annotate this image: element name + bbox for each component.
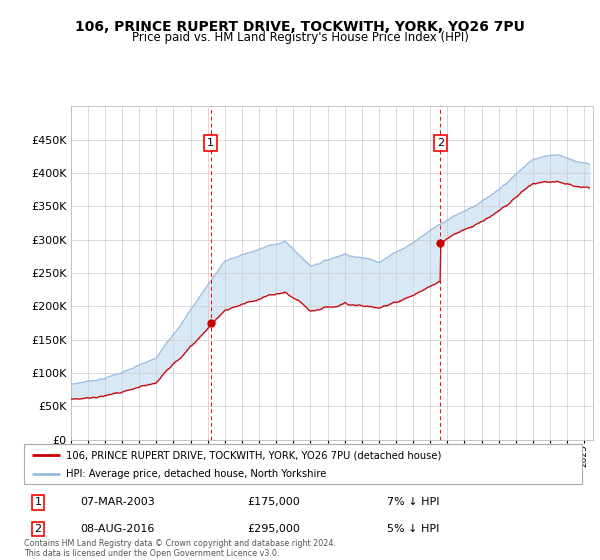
Text: 106, PRINCE RUPERT DRIVE, TOCKWITH, YORK, YO26 7PU (detached house): 106, PRINCE RUPERT DRIVE, TOCKWITH, YORK… bbox=[66, 450, 441, 460]
Text: 07-MAR-2003: 07-MAR-2003 bbox=[80, 497, 155, 507]
FancyBboxPatch shape bbox=[24, 444, 582, 484]
Text: Contains HM Land Registry data © Crown copyright and database right 2024.
This d: Contains HM Land Registry data © Crown c… bbox=[24, 539, 336, 558]
Text: 2: 2 bbox=[34, 524, 41, 534]
Text: Price paid vs. HM Land Registry's House Price Index (HPI): Price paid vs. HM Land Registry's House … bbox=[131, 31, 469, 44]
Text: 5% ↓ HPI: 5% ↓ HPI bbox=[387, 524, 439, 534]
Text: 1: 1 bbox=[34, 497, 41, 507]
Text: 7% ↓ HPI: 7% ↓ HPI bbox=[387, 497, 439, 507]
Text: 1: 1 bbox=[207, 138, 214, 148]
Text: 08-AUG-2016: 08-AUG-2016 bbox=[80, 524, 154, 534]
Text: 2: 2 bbox=[437, 138, 444, 148]
Text: £175,000: £175,000 bbox=[247, 497, 300, 507]
Text: HPI: Average price, detached house, North Yorkshire: HPI: Average price, detached house, Nort… bbox=[66, 469, 326, 479]
Text: £295,000: £295,000 bbox=[247, 524, 300, 534]
Text: 106, PRINCE RUPERT DRIVE, TOCKWITH, YORK, YO26 7PU: 106, PRINCE RUPERT DRIVE, TOCKWITH, YORK… bbox=[75, 20, 525, 34]
